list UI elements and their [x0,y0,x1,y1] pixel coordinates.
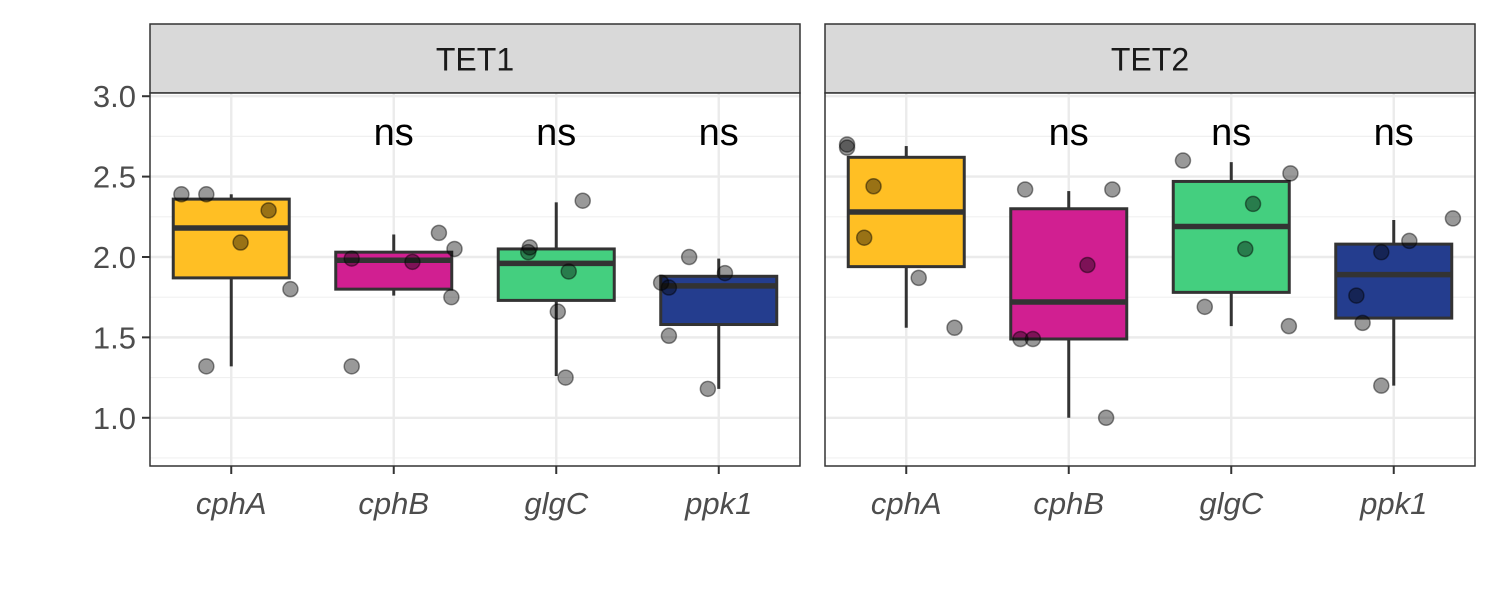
data-point [1444,210,1462,227]
data-point [282,280,299,298]
box-ppk1: ns [652,112,779,398]
x-tick-label: glgC [524,486,588,521]
x-tick-label: glgC [1199,486,1263,521]
y-tick-label: 3.0 [93,79,136,114]
box-body [171,197,291,280]
data-point [1348,287,1365,304]
data-point [1174,152,1192,169]
data-point [521,239,539,256]
data-point [1196,298,1214,316]
data-point [198,358,215,375]
data-point [1354,314,1371,332]
data-point [343,358,360,375]
box-glgc: ns [496,112,616,386]
data-point [838,139,856,156]
data-point [198,186,215,203]
data-point [910,269,927,287]
data-point [1280,317,1298,335]
data-point [1244,195,1262,213]
significance-label: ns [1049,112,1089,154]
box-cpha [171,186,299,375]
data-point [1282,165,1299,182]
data-point [946,319,963,336]
box-body [496,247,616,302]
data-point [443,288,460,306]
x-tick-label: cphB [358,486,429,521]
data-point [549,303,567,320]
data-point [1373,243,1390,261]
box-body [1009,207,1129,341]
data-point [865,178,882,195]
y-tick-label: 2.5 [93,160,136,195]
data-point [716,264,734,282]
box-glgc: ns [1171,112,1299,335]
data-point [173,186,190,203]
box-body [1171,179,1291,294]
y-tick-label: 2.0 [93,240,136,275]
panel-border [824,92,1476,467]
significance-label: ns [1374,112,1414,154]
data-point [1024,330,1042,348]
significance-label: ns [374,112,414,154]
data-point [560,263,577,280]
data-point [1373,377,1390,394]
facet-strip [149,23,801,94]
data-point [232,234,249,251]
significance-label: ns [699,112,739,154]
x-tick-label: cphB [1033,486,1104,521]
data-point [838,136,856,153]
x-tick-label: ppk1 [1359,486,1427,521]
data-point [260,202,277,219]
facet-strip-label: TET2 [1111,42,1189,78]
data-point [1104,181,1121,198]
y-tick-label: 1.5 [93,320,136,355]
data-point [660,327,678,345]
box-body [1334,242,1454,320]
box-cphb: ns [334,112,463,375]
data-point [1097,409,1115,427]
data-point [1016,181,1034,198]
data-point [557,369,574,386]
x-tick-label: cphA [871,486,942,521]
data-point [404,253,421,271]
data-point [519,243,537,261]
data-point [574,192,591,209]
data-point [446,240,463,258]
facet-panel-tet2: TET2 ns ns ns cphA cphB glgC ppk1 [824,23,1476,521]
data-point [699,380,717,398]
x-tick-label: ppk1 [684,486,752,521]
box-cpha [838,136,966,336]
data-point [660,279,678,296]
panel-border [149,92,801,467]
data-point [1401,232,1418,250]
box-cphb: ns [1009,112,1129,427]
data-point [1012,330,1029,348]
y-tick-label: 1.0 [93,401,136,436]
data-point [855,229,873,246]
facet-panel-tet1: TET1 ns ns ns cphA cphB glgC ppk1 1.0 1.5 2.0 2.5 3.… [93,23,801,521]
data-point [343,250,360,267]
box-ppk1: ns [1334,112,1462,394]
significance-label: ns [1211,112,1251,154]
data-point [652,274,670,291]
x-tick-label: cphA [196,486,267,521]
data-point [680,248,698,266]
data-point [1237,240,1254,258]
facet-strip-label: TET1 [436,42,514,78]
data-point [430,224,448,242]
data-point [1079,256,1096,274]
significance-label: ns [536,112,576,154]
